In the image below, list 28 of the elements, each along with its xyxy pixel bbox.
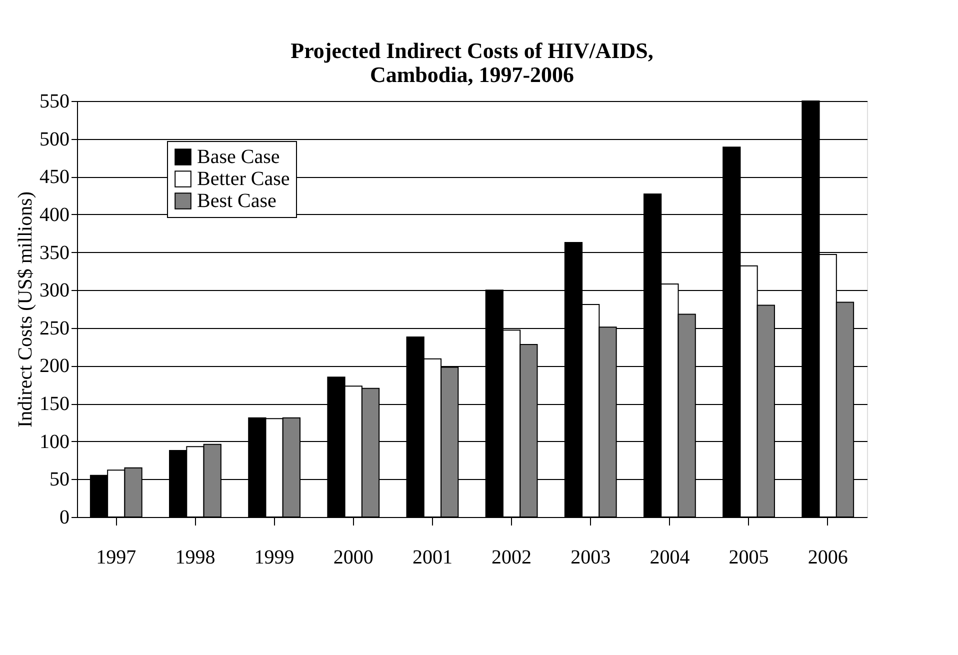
chart-title: Projected Indirect Costs of HIV/AIDS, (290, 38, 654, 63)
legend-label: Better Case (197, 168, 290, 190)
x-tick-label: 1999 (254, 546, 294, 568)
y-tick-label: 450 (40, 166, 70, 188)
x-tick-label: 1997 (96, 546, 136, 568)
x-tick-label: 2000 (333, 546, 374, 568)
y-axis-title: Indirect Costs (US$ millions) (14, 191, 36, 428)
legend-label: Base Case (197, 146, 280, 168)
y-tick-label: 400 (40, 204, 70, 226)
legend-label: Best Case (197, 190, 277, 212)
y-tick-label: 300 (40, 280, 70, 302)
x-tick-label: 2002 (492, 546, 532, 568)
x-tick-label: 2001 (412, 546, 452, 568)
y-tick-label: 100 (40, 430, 70, 453)
y-tick-label: 350 (40, 242, 70, 264)
y-tick-label: 500 (40, 128, 70, 150)
y-tick-label: 250 (40, 317, 70, 340)
y-tick-label: 200 (40, 355, 70, 378)
y-tick-label: 50 (50, 468, 70, 491)
y-tick-label: 150 (40, 393, 70, 416)
x-tick-label: 2006 (808, 546, 848, 568)
y-tick-label: 0 (60, 506, 70, 528)
x-tick-label: 2004 (650, 546, 690, 568)
x-tick-label: 2003 (570, 546, 611, 568)
chart-subtitle: Cambodia, 1997-2006 (370, 62, 574, 87)
x-tick-label: 2005 (728, 546, 769, 568)
y-tick-label: 550 (40, 90, 70, 112)
x-tick-label: 1998 (175, 546, 216, 568)
